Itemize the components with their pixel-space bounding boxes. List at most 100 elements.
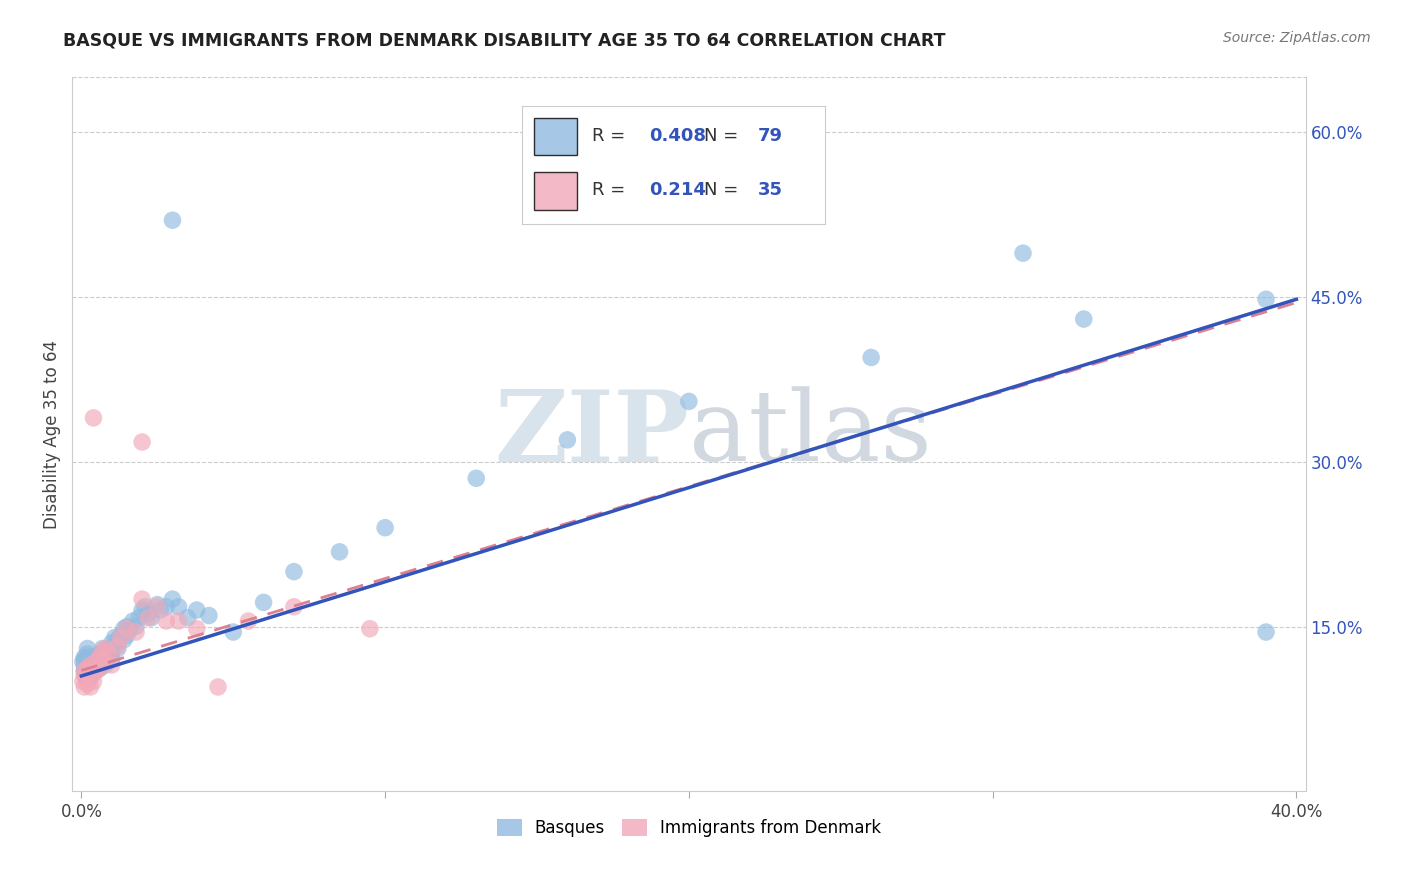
- Point: [73, 680, 96, 694]
- Point: [222, 625, 245, 640]
- Point: [1254, 625, 1277, 640]
- Point: [86, 655, 108, 669]
- Point: [86, 655, 108, 669]
- Point: [86, 657, 108, 672]
- Point: [186, 622, 208, 636]
- Point: [82, 674, 104, 689]
- Point: [79, 680, 101, 694]
- Point: [79, 665, 101, 680]
- Point: [89, 652, 111, 666]
- Point: [134, 599, 156, 614]
- Point: [1012, 246, 1035, 260]
- Point: [73, 650, 96, 665]
- Point: [149, 603, 172, 617]
- Point: [97, 647, 120, 661]
- Point: [97, 641, 120, 656]
- Text: BASQUE VS IMMIGRANTS FROM DENMARK DISABILITY AGE 35 TO 64 CORRELATION CHART: BASQUE VS IMMIGRANTS FROM DENMARK DISABI…: [63, 31, 946, 49]
- Point: [82, 665, 104, 680]
- Point: [131, 435, 153, 450]
- Point: [76, 660, 98, 674]
- Point: [110, 631, 132, 645]
- Point: [252, 595, 274, 609]
- Point: [89, 657, 111, 672]
- Point: [76, 661, 98, 675]
- Point: [79, 657, 101, 672]
- Point: [73, 664, 96, 678]
- Point: [283, 565, 305, 579]
- Point: [176, 611, 198, 625]
- Point: [122, 614, 145, 628]
- Point: [91, 655, 114, 669]
- Point: [94, 643, 117, 657]
- Point: [73, 665, 96, 680]
- Point: [136, 611, 159, 625]
- Point: [89, 661, 111, 675]
- Point: [104, 640, 127, 654]
- Point: [100, 636, 122, 650]
- Point: [76, 655, 98, 669]
- Point: [72, 655, 94, 669]
- Point: [76, 665, 98, 680]
- Point: [91, 655, 114, 669]
- Point: [82, 652, 104, 666]
- Point: [91, 643, 114, 657]
- Y-axis label: Disability Age 35 to 64: Disability Age 35 to 64: [44, 340, 60, 529]
- Point: [89, 661, 111, 675]
- Point: [79, 657, 101, 672]
- Point: [94, 641, 117, 656]
- Point: [100, 657, 122, 672]
- Point: [76, 664, 98, 678]
- Point: [557, 433, 579, 447]
- Point: [1254, 293, 1277, 307]
- Point: [186, 603, 208, 617]
- Point: [359, 622, 381, 636]
- Legend: Basques, Immigrants from Denmark: Basques, Immigrants from Denmark: [489, 812, 889, 844]
- Point: [112, 622, 135, 636]
- Point: [82, 657, 104, 672]
- Point: [86, 664, 108, 678]
- Point: [86, 650, 108, 665]
- Point: [75, 669, 97, 683]
- Point: [131, 603, 153, 617]
- Point: [465, 471, 488, 485]
- Point: [100, 643, 122, 657]
- Point: [678, 394, 700, 409]
- Point: [146, 598, 169, 612]
- Text: atlas: atlas: [689, 386, 932, 483]
- Point: [141, 611, 163, 625]
- Point: [107, 632, 129, 647]
- Point: [167, 614, 190, 628]
- Point: [73, 652, 96, 666]
- Point: [328, 545, 350, 559]
- Point: [860, 351, 883, 365]
- Point: [146, 599, 169, 614]
- Point: [86, 664, 108, 678]
- Point: [131, 592, 153, 607]
- Text: Source: ZipAtlas.com: Source: ZipAtlas.com: [1223, 31, 1371, 45]
- Point: [91, 641, 114, 656]
- Point: [107, 641, 129, 656]
- Point: [94, 650, 117, 665]
- Point: [167, 599, 190, 614]
- Point: [73, 669, 96, 683]
- Point: [128, 611, 150, 625]
- Point: [75, 661, 97, 675]
- Point: [162, 213, 184, 227]
- Point: [125, 625, 148, 640]
- Point: [89, 647, 111, 661]
- Point: [73, 657, 96, 672]
- Point: [107, 640, 129, 654]
- Point: [82, 661, 104, 675]
- Point: [79, 650, 101, 665]
- Point: [125, 619, 148, 633]
- Point: [238, 614, 260, 628]
- Point: [79, 655, 101, 669]
- Point: [155, 614, 177, 628]
- Point: [115, 628, 138, 642]
- Point: [283, 599, 305, 614]
- Point: [207, 680, 229, 694]
- Point: [115, 622, 138, 636]
- Point: [110, 628, 132, 642]
- Point: [115, 619, 138, 633]
- Point: [79, 669, 101, 683]
